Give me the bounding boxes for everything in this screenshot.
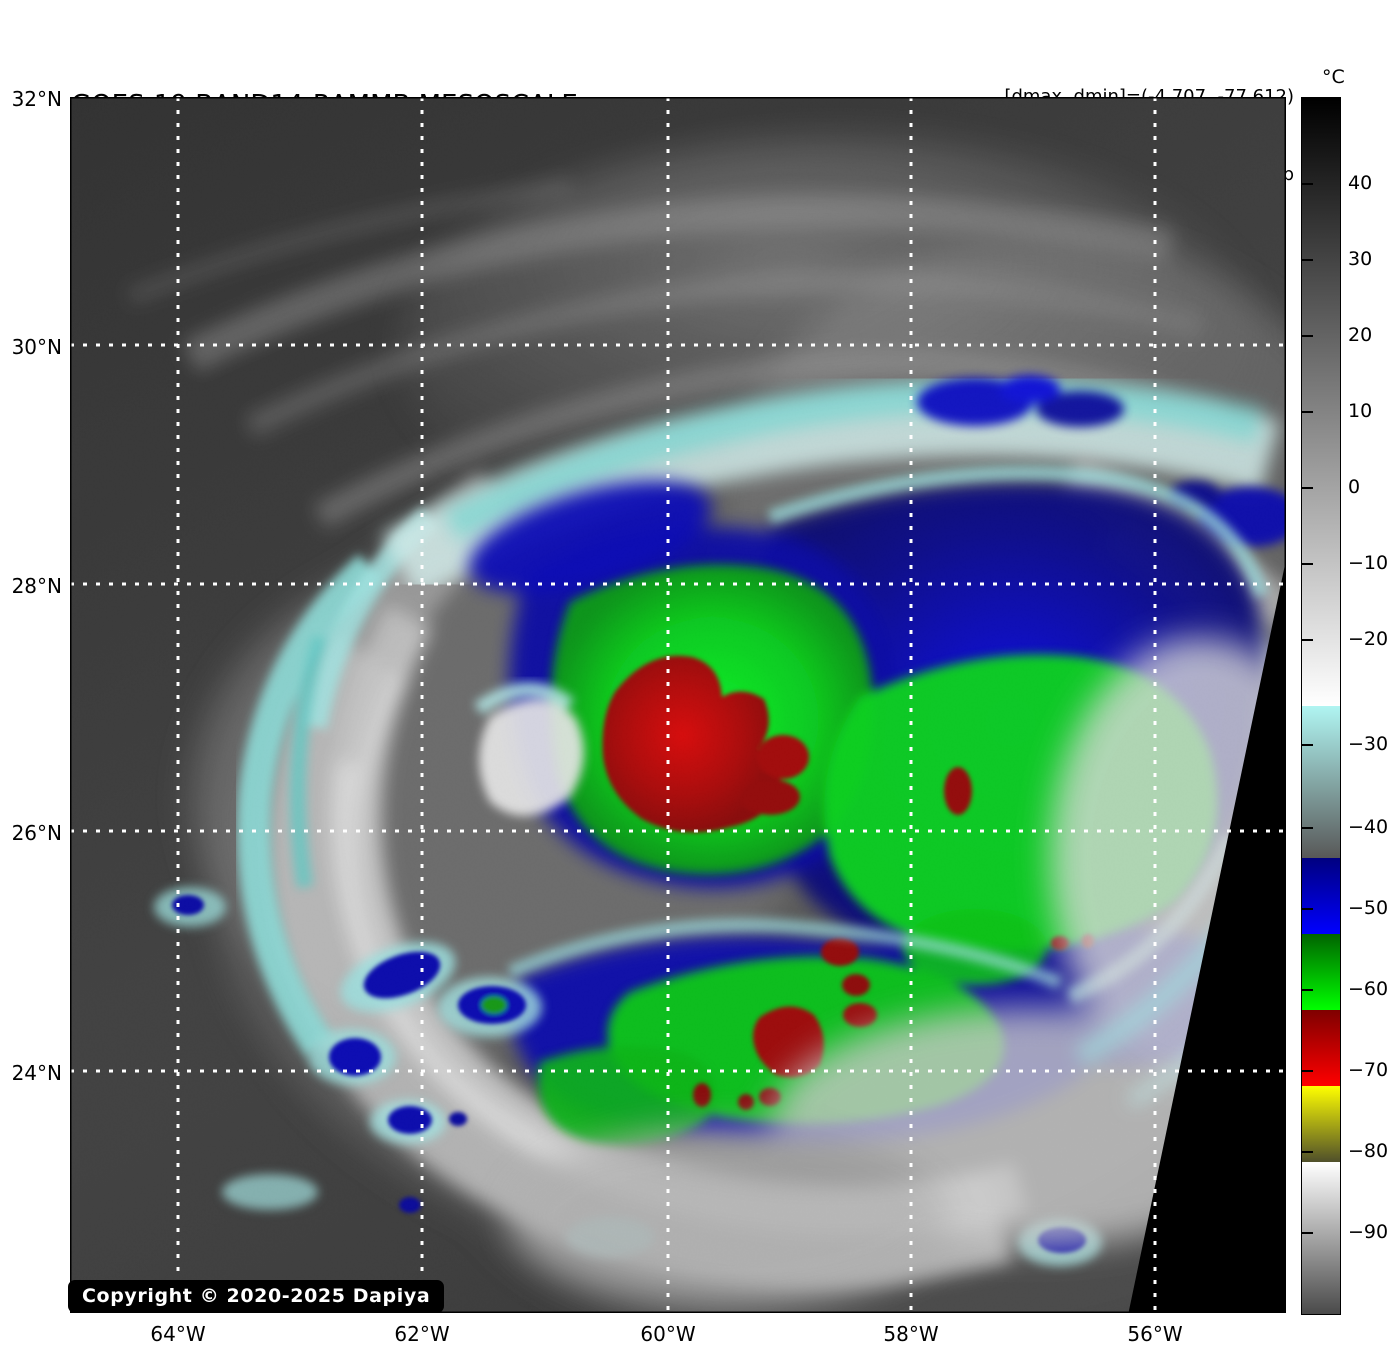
cbtick-20 xyxy=(1301,335,1313,337)
ytick-label-32n: 32°N xyxy=(11,87,62,111)
cbtick-40 xyxy=(1301,183,1313,185)
plot-border xyxy=(70,97,1286,1313)
ytick-label-30n: 30°N xyxy=(11,335,62,359)
cbtick-m70 xyxy=(1301,1070,1313,1072)
satellite-image-plot[interactable] xyxy=(70,97,1286,1313)
cblabel-40: 40 xyxy=(1348,172,1373,194)
cbtick-10 xyxy=(1301,411,1313,413)
cblabel-m30: −30 xyxy=(1348,733,1389,755)
cblabel-m20: −20 xyxy=(1348,628,1389,650)
cbtick-m40 xyxy=(1301,827,1313,829)
ytick-label-24n: 24°N xyxy=(11,1061,62,1085)
cbtick-30 xyxy=(1301,259,1313,261)
cblabel-m10: −10 xyxy=(1348,552,1389,574)
xtick-label-62w: 62°W xyxy=(394,1322,450,1346)
cbtick-m20 xyxy=(1301,639,1313,641)
cblabel-m50: −50 xyxy=(1348,897,1389,919)
cbtick-m30 xyxy=(1301,744,1313,746)
xtick-label-64w: 64°W xyxy=(150,1322,206,1346)
cbtick-m90 xyxy=(1301,1232,1313,1234)
sensor-noise-overlay xyxy=(70,97,1286,1313)
cbtick-0 xyxy=(1301,487,1313,489)
ytick-label-28n: 28°N xyxy=(11,574,62,598)
colorbar-unit-label: °C xyxy=(1322,66,1345,88)
cblabel-m70: −70 xyxy=(1348,1059,1389,1081)
xtick-label-60w: 60°W xyxy=(640,1322,696,1346)
xtick-label-56w: 56°W xyxy=(1127,1322,1183,1346)
cblabel-m40: −40 xyxy=(1348,816,1389,838)
cbtick-m10 xyxy=(1301,563,1313,565)
cbtick-m80 xyxy=(1301,1151,1313,1153)
cbtick-m60 xyxy=(1301,989,1313,991)
cblabel-30: 30 xyxy=(1348,248,1373,270)
sector-edge-line xyxy=(1128,566,1286,1313)
cblabel-m60: −60 xyxy=(1348,978,1389,1000)
cblabel-10: 10 xyxy=(1348,400,1373,422)
copyright-banner: Copyright © 2020-2025 Dapiya xyxy=(68,1280,445,1313)
satellite-imagery-svg xyxy=(70,97,1286,1313)
cblabel-20: 20 xyxy=(1348,324,1373,346)
xtick-label-58w: 58°W xyxy=(883,1322,939,1346)
temperature-colorbar[interactable] xyxy=(1301,97,1341,1315)
cbtick-m50 xyxy=(1301,908,1313,910)
cblabel-m90: −90 xyxy=(1348,1221,1389,1243)
cblabel-0: 0 xyxy=(1348,476,1361,498)
ytick-label-26n: 26°N xyxy=(11,821,62,845)
cblabel-m80: −80 xyxy=(1348,1140,1389,1162)
